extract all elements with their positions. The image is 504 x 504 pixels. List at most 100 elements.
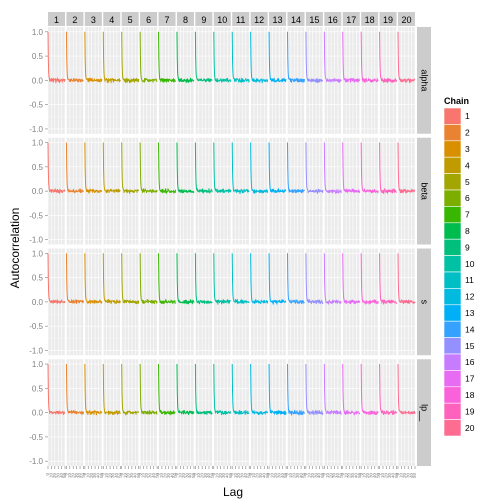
series-line xyxy=(379,253,398,305)
column-strip: 9 xyxy=(195,12,213,26)
column-strip-label: 16 xyxy=(328,15,338,25)
facet-panel xyxy=(102,27,121,134)
legend-swatch xyxy=(443,140,462,158)
x-tick-label: 20 xyxy=(365,473,370,479)
series-line xyxy=(360,31,379,83)
series-line xyxy=(158,142,177,194)
facet-panel xyxy=(360,137,379,245)
series-line xyxy=(121,31,140,84)
x-tick-label: 30 xyxy=(240,473,245,479)
x-tick-label: 50 xyxy=(394,473,399,479)
x-tick-label: 40 xyxy=(335,473,340,479)
facet-panel xyxy=(397,137,416,245)
x-tick-label: 40 xyxy=(188,473,193,479)
facet-panel xyxy=(158,137,177,245)
series-line xyxy=(139,142,158,194)
facet-panel xyxy=(323,359,342,466)
column-strip-label: 12 xyxy=(254,15,264,25)
strip-background xyxy=(158,12,176,26)
column-strip-label: 2 xyxy=(72,15,77,25)
legend-label: 13 xyxy=(465,308,475,318)
series-line xyxy=(176,31,195,83)
facet-panel xyxy=(250,248,269,356)
series-line xyxy=(158,364,176,416)
row-strip: alpha xyxy=(417,27,431,134)
x-tick-label: 20 xyxy=(328,473,333,479)
series-line xyxy=(84,31,103,83)
facet-panel xyxy=(84,359,103,466)
series-line xyxy=(84,364,103,416)
x-tick-label: 50 xyxy=(228,473,233,479)
y-axis: 1.0 0.5 0.0 -0.5 -1.0 1.0 0.5 0.0 -0.5 -1.0 1.0 0.5… xyxy=(29,28,48,466)
facet-panel xyxy=(47,248,66,356)
legend-swatch xyxy=(443,386,462,404)
facet-panel xyxy=(231,248,250,356)
facet-panel xyxy=(176,359,195,466)
legend-item: 9 xyxy=(443,238,470,256)
x-tick-label: 0 xyxy=(119,473,124,476)
series-line xyxy=(213,364,231,416)
legend-label: 16 xyxy=(465,357,475,367)
row-strip-label: s xyxy=(420,300,430,305)
series-line xyxy=(231,253,250,304)
y-tick-label: -1.0 xyxy=(29,236,43,245)
strip-background xyxy=(103,12,121,26)
column-strip-label: 18 xyxy=(365,15,375,25)
series-line xyxy=(360,142,379,194)
strip-background xyxy=(305,12,323,26)
facet-panel xyxy=(342,27,361,134)
facet-panel xyxy=(102,137,121,245)
facet-panel xyxy=(47,137,66,245)
series-line xyxy=(250,142,269,194)
column-strip: 2 xyxy=(66,12,84,26)
x-tick-label: 40 xyxy=(225,473,230,479)
facet-panel xyxy=(286,359,305,466)
facet-panel xyxy=(397,359,416,466)
x-tick-label: 10 xyxy=(325,473,330,479)
x-tick-label: 20 xyxy=(52,473,57,479)
series-line xyxy=(176,253,195,305)
facet-panel xyxy=(65,359,84,466)
row-strip-label: beta xyxy=(420,182,430,200)
facet-panel xyxy=(305,137,324,245)
x-tick-label: 50 xyxy=(173,473,178,479)
legend-item: 5 xyxy=(443,173,470,191)
x-tick-label: 40 xyxy=(390,473,395,479)
legend-item: 8 xyxy=(443,222,470,240)
legend-item: 17 xyxy=(443,370,475,388)
facet-panel xyxy=(286,137,305,245)
column-strip-label: 19 xyxy=(383,15,393,25)
y-tick-label: -0.5 xyxy=(29,211,43,220)
x-tick-label: 40 xyxy=(317,473,322,479)
y-tick-label: 1.0 xyxy=(32,360,44,369)
x-tick-label: 10 xyxy=(122,473,127,479)
legend-swatch xyxy=(443,124,462,142)
x-tick-label: 0 xyxy=(395,473,400,476)
y-tick-label: 0.5 xyxy=(32,52,44,61)
x-tick-label: 30 xyxy=(313,473,318,479)
column-strip-label: 17 xyxy=(346,15,356,25)
column-strip: 7 xyxy=(158,12,176,26)
facet-panel xyxy=(379,137,397,245)
legend-label: 11 xyxy=(465,275,474,285)
series-line xyxy=(268,364,287,416)
x-tick-label: 10 xyxy=(49,473,54,479)
x-tick-label: 50 xyxy=(154,473,159,479)
series-line xyxy=(47,31,66,84)
facet-panel xyxy=(213,27,232,134)
legend-label: 10 xyxy=(465,259,475,269)
x-tick-label: 10 xyxy=(178,473,183,479)
column-strip: 3 xyxy=(84,12,102,26)
facet-panel xyxy=(323,137,342,245)
x-tick-label: 50 xyxy=(265,473,270,479)
series-line xyxy=(250,253,269,305)
series-line xyxy=(342,364,361,416)
x-tick-label: 0 xyxy=(285,473,290,476)
y-tick-label: 0.5 xyxy=(32,274,44,283)
x-tick-label: 50 xyxy=(117,473,122,479)
strip-background xyxy=(121,12,139,26)
x-tick-label: 10 xyxy=(288,473,293,479)
facet-panel xyxy=(213,137,232,245)
x-tick-label: 30 xyxy=(405,473,410,479)
legend-item: 12 xyxy=(443,288,475,306)
